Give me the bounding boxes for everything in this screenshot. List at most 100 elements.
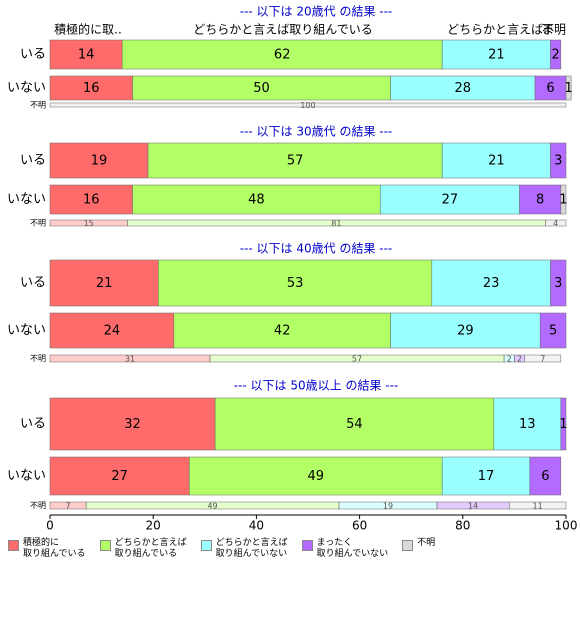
row-label: 不明 <box>30 354 46 363</box>
bar-segment <box>189 456 443 496</box>
value-label: 32 <box>124 417 141 432</box>
value-label: 14 <box>468 502 478 511</box>
row-label: いる <box>20 417 46 432</box>
bar-segment <box>49 397 216 451</box>
panel-title: --- 以下は 40歳代 の結果 --- <box>240 242 393 256</box>
value-label: 3 <box>554 154 562 169</box>
legend-label: どちらかと言えば 取り組んでいる <box>114 538 187 559</box>
bar-segment <box>132 75 391 101</box>
row-label: いる <box>20 153 46 168</box>
value-label: 15 <box>84 219 94 228</box>
bar-segment <box>49 142 149 179</box>
column-label: 積極的に取.. <box>54 22 122 37</box>
value-label: 16 <box>83 81 100 96</box>
bar-segment <box>519 184 562 215</box>
x-tick-label: 40 <box>249 519 264 533</box>
row-label: いない <box>7 323 46 338</box>
value-label: 57 <box>352 355 362 364</box>
bar-segment <box>132 184 381 215</box>
bar-segment <box>49 259 159 307</box>
value-label: 6 <box>546 81 554 96</box>
value-label: 19 <box>383 502 393 511</box>
bar-segment <box>214 397 495 451</box>
row-label: いない <box>7 192 46 207</box>
legend-item: どちらかと言えば 取り組んでいる <box>99 538 187 560</box>
bar-segment <box>390 312 541 349</box>
value-label: 5 <box>549 324 557 339</box>
row-label: いない <box>7 81 46 96</box>
column-label: 不明 <box>542 23 566 37</box>
value-label: 19 <box>91 154 108 169</box>
value-label: 1 <box>559 417 567 432</box>
bar-segment <box>550 259 567 307</box>
bar-segment <box>565 75 572 101</box>
value-label: 23 <box>483 276 500 291</box>
value-label: 62 <box>274 48 291 63</box>
legend-item: 積極的に 取り組んでいる <box>8 538 86 560</box>
x-tick-label: 0 <box>46 519 54 533</box>
value-label: 2 <box>552 48 560 63</box>
bar-segment <box>560 397 567 451</box>
value-label: 17 <box>478 469 495 484</box>
value-label: 28 <box>455 81 472 96</box>
value-label: 7 <box>540 355 545 364</box>
value-label: 50 <box>253 81 270 96</box>
value-label: 21 <box>96 276 113 291</box>
value-label: 27 <box>111 469 128 484</box>
legend: 積極的に 取り組んでいる どちらかと言えば 取り組んでいる どちらかと言えば 取り組… <box>8 538 435 560</box>
legend-label: まったく 取り組んでいない <box>316 538 389 559</box>
legend-swatch <box>8 540 19 551</box>
value-label: 57 <box>287 154 304 169</box>
legend-swatch <box>301 540 313 551</box>
bar-segment <box>49 184 133 215</box>
value-label: 49 <box>307 469 324 484</box>
x-tick-label: 80 <box>455 519 470 533</box>
chart: --- 以下は 20歳代 の結果 --- 積極的に取.. どちらかと言えば取り組んで… <box>7 5 578 533</box>
value-label: 4 <box>553 219 558 228</box>
column-label: ま <box>542 23 554 37</box>
bar-segment <box>524 354 562 363</box>
bar-segment <box>508 501 567 510</box>
value-label: 100 <box>300 101 315 110</box>
value-label: 21 <box>488 48 505 63</box>
bar-segment <box>550 142 567 179</box>
value-label: 2 <box>517 355 522 364</box>
bar-segment <box>173 312 391 349</box>
value-label: 1 <box>564 81 572 96</box>
x-tick-label: 20 <box>146 519 161 533</box>
bar-segment <box>550 39 562 70</box>
row-label: いる <box>20 276 46 291</box>
row-label: 不明 <box>30 501 46 510</box>
value-label: 13 <box>519 417 536 432</box>
legend-swatch <box>200 540 212 551</box>
bar-segment <box>379 184 520 215</box>
legend-swatch <box>402 540 414 551</box>
value-label: 27 <box>442 193 459 208</box>
bar-segment <box>431 259 551 307</box>
legend-swatch <box>99 540 111 551</box>
legend-item: どちらかと言えば 取り組んでいない <box>200 538 288 560</box>
row-label: いない <box>7 469 46 484</box>
value-label: 42 <box>274 324 291 339</box>
row-label: 不明 <box>30 101 46 110</box>
value-label: 3 <box>554 276 562 291</box>
x-tick-label: 100 <box>555 519 578 533</box>
value-label: 2 <box>507 355 512 364</box>
bar-segment <box>539 312 567 349</box>
value-label: 31 <box>125 355 135 364</box>
value-label: 53 <box>287 276 304 291</box>
x-tick-label: 60 <box>352 519 367 533</box>
value-label: 16 <box>83 193 100 208</box>
legend-item: まったく 取り組んでいない <box>301 538 389 560</box>
value-label: 29 <box>457 324 474 339</box>
legend-label: どちらかと言えば 取り組んでいない <box>215 538 288 559</box>
value-label: 24 <box>104 324 121 339</box>
row-label: 不明 <box>30 219 46 228</box>
value-label: 21 <box>488 154 505 169</box>
value-label: 6 <box>541 469 549 484</box>
bar-segment <box>49 75 133 101</box>
bar-segment <box>441 142 551 179</box>
panel-title: --- 以下は 50歳以上 の結果 --- <box>234 379 399 393</box>
legend-label: 積極的に 取り組んでいる <box>23 538 86 559</box>
